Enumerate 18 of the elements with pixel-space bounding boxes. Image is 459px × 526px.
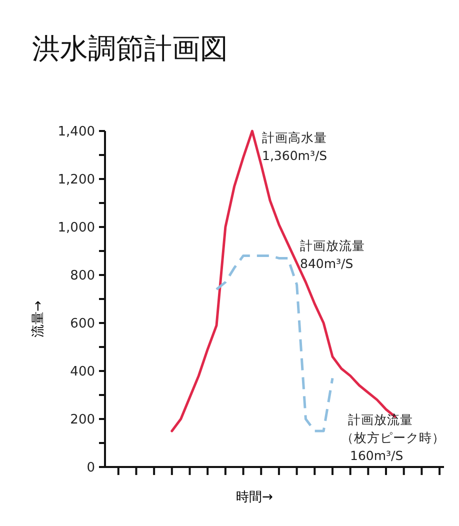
y-tick-label: 600 bbox=[70, 316, 95, 332]
y-axis-title: 流量→ bbox=[30, 300, 46, 338]
y-tick-label: 200 bbox=[70, 412, 95, 428]
y-tick-label: 1,200 bbox=[58, 172, 95, 188]
annotation: 計画放流量 bbox=[300, 238, 365, 253]
annotation: 840m³/S bbox=[300, 256, 354, 271]
chart-title: 洪水調節計画図 bbox=[32, 32, 228, 65]
annotation: 計画放流量 bbox=[348, 412, 413, 427]
annotation: 計画高水量 bbox=[262, 130, 327, 145]
y-tick-label: 0 bbox=[86, 460, 95, 476]
y-tick-label: 400 bbox=[70, 364, 95, 380]
y-tick-label: 1,000 bbox=[58, 220, 95, 236]
annotation: 160m³/S bbox=[350, 448, 404, 463]
annotation: （枚方ピーク時） bbox=[341, 430, 445, 445]
y-tick-label: 1,400 bbox=[58, 124, 95, 140]
x-axis-title: 時間→ bbox=[236, 490, 274, 505]
annotation: 1,360m³/S bbox=[262, 148, 328, 163]
y-tick-label: 800 bbox=[70, 268, 95, 284]
